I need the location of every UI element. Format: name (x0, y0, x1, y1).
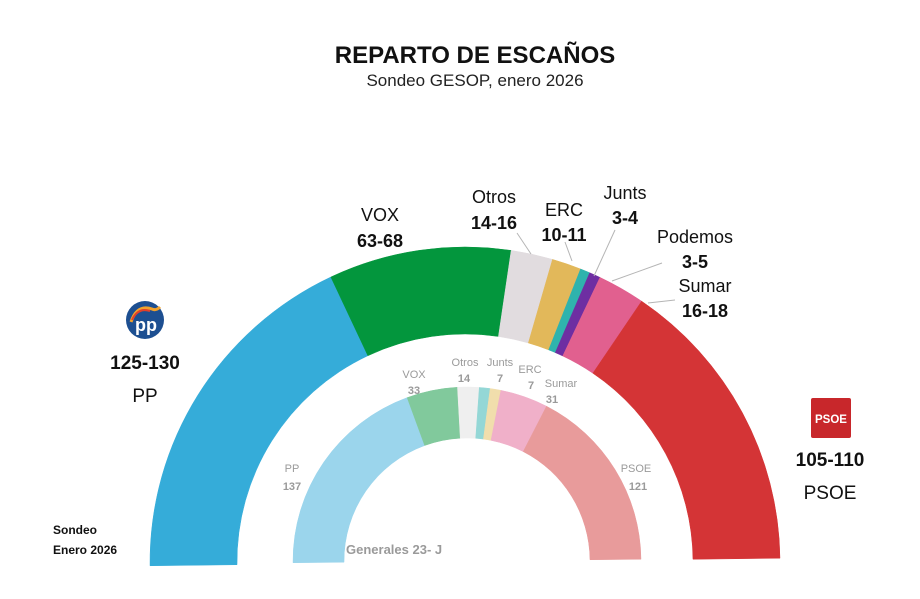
inner-label-psoe: PSOE 121 (621, 463, 652, 493)
label-erc: ERC 10-11 (541, 200, 586, 245)
leader-line-junts (593, 229, 616, 277)
party-name: Podemos (657, 227, 733, 247)
inner-party-name: PP (285, 463, 300, 475)
pp-party-name: PP (132, 386, 157, 407)
pp-logo-text: pp (135, 315, 157, 335)
leader-line-sumar (647, 299, 676, 304)
psoe-logo-text: PSOE (815, 414, 847, 426)
segment-pp (292, 397, 426, 563)
inner-label-otros: Otros 14 (452, 357, 479, 385)
pp-logo: pp (126, 301, 164, 339)
seat-range: 14-16 (471, 213, 517, 233)
psoe-seat-range: 105-110 (796, 450, 865, 471)
note-line-1: Sondeo (53, 523, 97, 537)
leader-line-otros (516, 232, 532, 255)
psoe-party-name: PSOE (804, 483, 857, 504)
inner-party-name: Junts (487, 357, 514, 369)
seat-range: 3-5 (682, 252, 708, 272)
seat-range: 63-68 (357, 231, 403, 251)
note-line-2: Enero 2026 (53, 543, 117, 557)
label-podemos: Podemos 3-5 (657, 227, 733, 272)
inner-party-name: ERC (518, 364, 541, 376)
psoe-logo: PSOE (811, 398, 851, 438)
label-junts: Junts 3-4 (603, 183, 646, 228)
leader-line-erc (564, 241, 573, 262)
leader-lines (516, 229, 676, 304)
inner-label-erc: ERC 7 (518, 364, 541, 392)
chart-title: REPARTO DE ESCAÑOS (335, 41, 616, 69)
seat-range: 16-18 (682, 301, 728, 321)
inner-seats: 31 (546, 394, 558, 406)
seat-range: 3-4 (612, 208, 638, 228)
segment-psoe (592, 300, 781, 560)
inner-label-pp: PP 137 (283, 463, 301, 493)
label-vox: VOX 63-68 (357, 205, 403, 251)
party-name: ERC (545, 200, 583, 220)
psoe-logo-box (811, 398, 851, 438)
inner-party-name: PSOE (621, 463, 652, 475)
party-name: VOX (361, 205, 399, 225)
inner-seats: 14 (458, 373, 471, 385)
party-name: Otros (472, 187, 516, 207)
inner-label-vox: VOX 33 (402, 369, 426, 397)
inner-party-name: VOX (402, 369, 426, 381)
inner-party-name: Otros (452, 357, 479, 369)
leader-line-podemos (611, 262, 663, 282)
outer-ring (149, 246, 781, 567)
segment-psoe (522, 405, 642, 561)
inner-seats: 137 (283, 481, 301, 493)
label-sumar: Sumar 16-18 (678, 276, 731, 321)
pp-logo-arc-red (131, 309, 151, 321)
inner-label-sumar: Sumar 31 (545, 378, 578, 406)
inner-party-name: Sumar (545, 378, 578, 390)
inner-label-junts: Junts 7 (487, 357, 514, 385)
seat-range: 10-11 (541, 225, 586, 245)
chart-subtitle: Sondeo GESOP, enero 2026 (366, 71, 583, 90)
inner-seats: 33 (408, 385, 420, 397)
label-otros: Otros 14-16 (471, 187, 517, 233)
reference-label: Generales 23- J (346, 542, 442, 557)
segment-pp (149, 276, 369, 567)
inner-seats: 7 (528, 380, 534, 392)
pp-seat-range: 125-130 (110, 353, 180, 374)
inner-ring (292, 386, 642, 563)
inner-seats: 7 (497, 373, 503, 385)
party-name: Sumar (678, 276, 731, 296)
inner-seats: 121 (629, 481, 647, 493)
party-name: Junts (603, 183, 646, 203)
